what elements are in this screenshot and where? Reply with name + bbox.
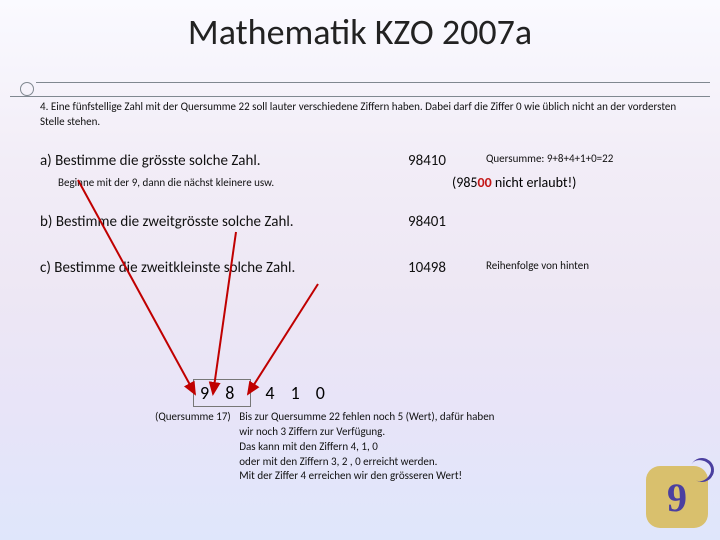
digits-line: 9 8 4 1 0 xyxy=(187,380,337,406)
hint-line-0: Bis zur Quersumme 22 fehlen noch 5 (Wert… xyxy=(239,410,494,423)
top-rule-2 xyxy=(10,96,710,97)
part-b-row: b) Bestimme die zweitgrösste solche Zahl… xyxy=(40,213,690,231)
part-a-disallowed: (98500 nicht erlaubt!) xyxy=(452,174,576,191)
part-a-subrow: Beginne mit der 9, dann die nächst klein… xyxy=(40,174,690,191)
digits-computed: 4 1 0 xyxy=(261,382,331,404)
part-c-note: Reihenfolge von hinten xyxy=(486,259,589,272)
part-b-label: b) Bestimme die zweitgrösste solche Zahl… xyxy=(40,213,390,231)
part-a-answer: 98410 xyxy=(408,152,468,170)
part-a-qs-note: Quersumme: 9+8+4+1+0=22 xyxy=(486,152,613,165)
hint-line-1: wir noch 3 Ziffern zur Verfügung. xyxy=(239,425,385,438)
hint-line-4: Mit der Ziffer 4 erreichen wir den gröss… xyxy=(239,469,462,482)
content-area: 4. Eine fünfstellige Zahl mit der Quersu… xyxy=(40,100,690,305)
hint-block: (Quersumme 17) Bis zur Quersumme 22 fehl… xyxy=(155,410,535,484)
corner-card: 9 xyxy=(646,466,708,528)
digits-box: 9 8 4 1 0 (Quersumme 17) Bis zur Quersum… xyxy=(155,380,535,484)
part-a-row: a) Bestimme die grösste solche Zahl. 984… xyxy=(40,152,690,170)
page-title: Mathematik KZO 2007a xyxy=(0,0,720,54)
digits-prefix: 9 8 xyxy=(193,379,251,407)
part-a-label: a) Bestimme die grösste solche Zahl. xyxy=(40,152,390,170)
part-a-hint: Beginne mit der 9, dann die nächst klein… xyxy=(58,176,408,189)
disallowed-pre: (985 xyxy=(452,174,478,191)
slide: Mathematik KZO 2007a 4. Eine fünfstellig… xyxy=(0,0,720,540)
hint-line-3: oder mit den Ziffern 3, 2 , 0 erreicht w… xyxy=(239,455,437,468)
curl-icon xyxy=(686,454,719,487)
part-c-label: c) Bestimme die zweitkleinste solche Zah… xyxy=(40,259,390,277)
part-c-answer: 10498 xyxy=(408,259,468,277)
part-b-answer: 98401 xyxy=(408,213,468,231)
hint-line-2: Das kann mit den Ziffern 4, 1, 0 xyxy=(239,440,378,453)
part-c-row: c) Bestimme die zweitkleinste solche Zah… xyxy=(40,259,690,277)
qs17: (Quersumme 17) xyxy=(155,410,231,423)
top-rule-1 xyxy=(36,82,710,83)
disallowed-red: 00 xyxy=(478,174,492,191)
bullet-circle xyxy=(20,82,34,96)
problem-intro: 4. Eine fünfstellige Zahl mit der Quersu… xyxy=(40,100,690,130)
disallowed-post: nicht erlaubt!) xyxy=(492,174,577,191)
corner-nine: 9 xyxy=(667,474,687,521)
